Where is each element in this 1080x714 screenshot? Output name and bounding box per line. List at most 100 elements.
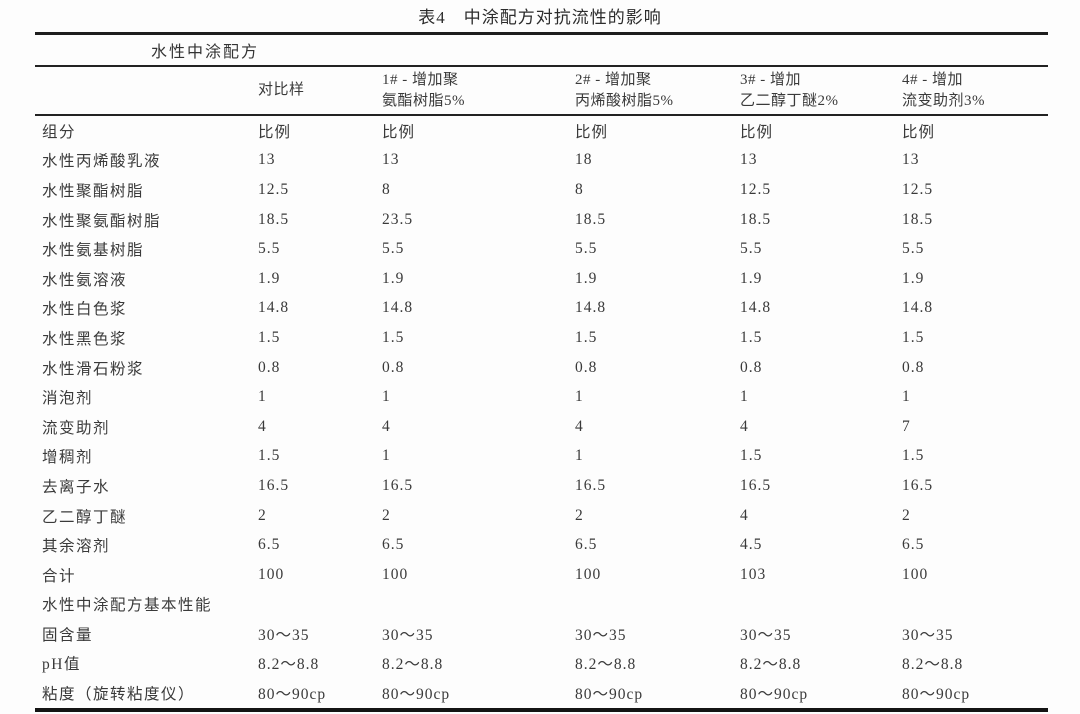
row-label: 水性白色浆 [42,301,128,319]
cell: 比例 [258,123,292,141]
cell: 13 [258,151,276,169]
table-row: 合计 100 100 100 103 100 [35,560,1048,590]
group-header-cell: 水性中涂配方 [35,33,1049,67]
cell: 2 [902,506,911,524]
cell: 1 [382,388,391,406]
cell: 14.8 [382,299,414,317]
cell: 0.8 [258,358,281,376]
cell: 16.5 [575,476,607,494]
cell: 80～90cp [258,686,327,704]
cell: 14.8 [258,299,290,317]
column-header-line: 1# - 增加聚 [382,71,459,88]
cell: 8.2～8.8 [575,656,637,674]
table-row: 水性氨基树脂 5.5 5.5 5.5 5.5 5.5 [35,234,1048,264]
cell: 2 [382,506,391,524]
row-label: 消泡剂 [42,390,94,408]
cell: 80～90cp [382,686,451,704]
cell: 比例 [382,123,416,141]
table-row: 固含量 30～35 30～35 30～35 30～35 30～35 [35,619,1048,649]
cell: 12.5 [902,180,934,198]
table-row: 水性聚酯树脂 12.5 8 8 12.5 12.5 [35,175,1048,205]
cell: 6.5 [902,536,925,554]
table-row: 水性滑石粉浆 0.8 0.8 0.8 0.8 0.8 [35,353,1048,383]
cell: 4 [740,506,749,524]
cell: 8 [575,180,584,198]
cell: 16.5 [382,476,414,494]
cell: 1.5 [258,328,281,346]
cell: 1.5 [258,447,281,465]
cell: 1 [575,447,584,465]
column-header-line: 3# - 增加 [740,71,801,88]
cell: 1.5 [740,447,763,465]
cell: 5.5 [575,240,598,258]
cell: 13 [740,151,758,169]
cell: 4.5 [740,536,763,554]
row-label: 流变助剂 [42,419,111,437]
table-row: 水性丙烯酸乳液 13 13 18 13 13 [35,146,1048,176]
cell: 30～35 [902,626,954,644]
column-header-line: 对比样 [258,82,305,98]
table-row: 增稠剂 1.5 1 1 1.5 1.5 [35,442,1048,472]
cell: 1 [740,388,749,406]
table-row: 水性白色浆 14.8 14.8 14.8 14.8 14.8 [35,294,1048,324]
cell: 1.5 [740,328,763,346]
cell: 80～90cp [740,686,809,704]
cell: 8.2～8.8 [902,656,964,674]
cell: 比例 [575,123,609,141]
row-label: 合计 [42,567,77,585]
table-row: pH值 8.2～8.8 8.2～8.8 8.2～8.8 8.2～8.8 8.2～8.8 [35,649,1048,679]
cell: 100 [258,565,285,583]
cell: 12.5 [258,180,290,198]
cell: 16.5 [902,476,934,494]
cell: 23.5 [382,210,414,228]
cell: 16.5 [258,476,290,494]
cell: 1.9 [258,269,281,287]
table-row: 水性氨溶液 1.9 1.9 1.9 1.9 1.9 [35,264,1048,294]
table-title: 表4 中涂配方对抗流性的影响 [418,8,662,27]
cell: 8.2～8.8 [258,656,320,674]
row-label: 水性氨基树脂 [42,242,145,260]
cell: 13 [902,151,920,169]
cell [740,590,902,620]
cell: 8.2～8.8 [740,656,802,674]
cell: 5.5 [902,240,925,258]
cell: 18.5 [902,210,934,228]
row-label: 水性滑石粉浆 [42,360,145,378]
column-header-line: 丙烯酸树脂5% [575,92,674,109]
cell: 4 [382,417,391,435]
cell: 5.5 [258,240,281,258]
column-header-line: 2# - 增加聚 [575,71,652,88]
cell: 1.9 [902,269,925,287]
table-row: 粘度（旋转粘度仪） 80～90cp 80～90cp 80～90cp 80～90cp 80～… [35,678,1048,710]
table-row: 水性聚氨酯树脂 18.5 23.5 18.5 18.5 18.5 [35,205,1048,235]
cell: 6.5 [258,536,281,554]
cell: 1.5 [902,328,925,346]
cell: 30～35 [258,626,310,644]
cell: 1 [575,388,584,406]
table-row: 流变助剂 4 4 4 4 7 [35,412,1048,442]
cell: 18.5 [740,210,772,228]
column-header-4: 3# - 增加 乙二醇丁醚2% [740,66,902,116]
table-row: 水性黑色浆 1.5 1.5 1.5 1.5 1.5 [35,323,1048,353]
group-header-label: 水性中涂配方 [151,44,260,61]
cell: 4 [575,417,584,435]
row-label: 去离子水 [42,478,111,496]
cell: 100 [575,565,602,583]
table-row: 其余溶剂 6.5 6.5 6.5 4.5 6.5 [35,530,1048,560]
column-header-3: 2# - 增加聚丙烯酸树脂5% [575,66,740,116]
cell: 0.8 [902,358,925,376]
row-label: 固含量 [42,626,94,644]
cell: 18.5 [575,210,607,228]
cell: 1 [382,447,391,465]
cell: 14.8 [740,299,772,317]
row-label: 组分 [42,123,77,141]
column-header-line: 氨酯树脂5% [382,92,465,109]
cell: 14.8 [575,299,607,317]
row-label: 水性丙烯酸乳液 [42,153,162,171]
row-label: 粘度（旋转粘度仪） [42,686,196,704]
cell: 80～90cp [575,686,644,704]
cell: 103 [740,565,767,583]
cell: 6.5 [575,536,598,554]
cell: 1 [902,388,911,406]
